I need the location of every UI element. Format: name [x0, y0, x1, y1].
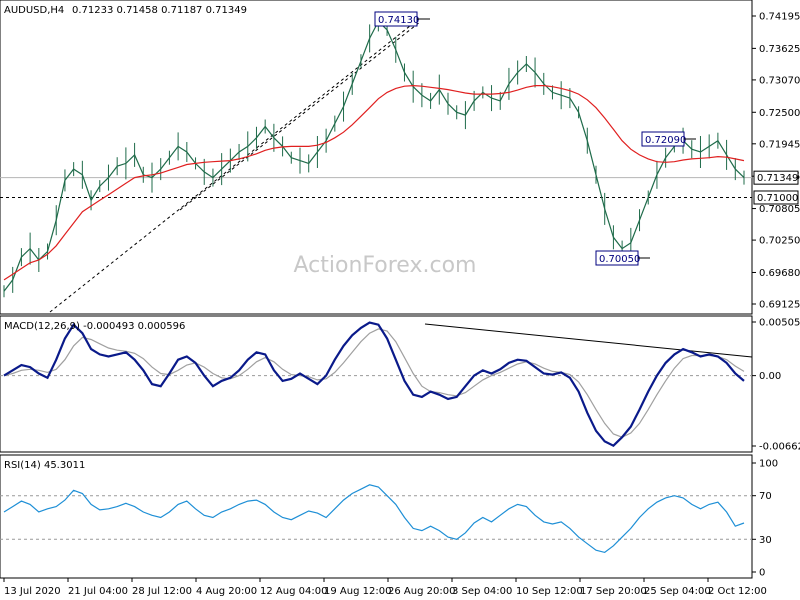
annotation-mid: 0.72090 — [641, 131, 696, 147]
price-tick-label: 0.74195 — [759, 12, 800, 23]
rsi-title: RSI(14) 45.3011 — [4, 460, 85, 471]
macd-trendline — [424, 323, 753, 358]
symbol-label: AUDUSD,H4 — [4, 5, 64, 16]
time-tick-label: 19 Aug 12:00 — [324, 586, 391, 597]
rsi-line — [3, 484, 745, 554]
time-tick-label: 4 Aug 20:00 — [196, 586, 257, 597]
svg-text:0.72090: 0.72090 — [645, 135, 686, 146]
price-tick-label: 0.71945 — [759, 139, 800, 150]
level-price-box: 0.71000 — [753, 190, 799, 205]
rsi-panel: RSI(14) 45.3011 100 70 30 0 — [0, 454, 778, 579]
macd-tick-label: -0.006629 — [759, 442, 800, 453]
svg-text:0.70050: 0.70050 — [599, 254, 640, 265]
svg-text:0.71000: 0.71000 — [757, 193, 798, 204]
time-tick-label: 21 Jul 04:00 — [68, 586, 128, 597]
ohlc-label: 0.71233 0.71458 0.71187 0.71349 — [72, 5, 247, 16]
macd-title: MACD(12,26,9) -0.000493 0.000596 — [4, 321, 185, 332]
price-tick-label: 0.69125 — [759, 300, 800, 311]
time-tick-label: 3 Sep 04:00 — [452, 586, 512, 597]
time-x-axis: 13 Jul 2020 21 Jul 04:00 28 Jul 12:00 4 Aug… — [3, 578, 767, 597]
macd-y-axis: 0.005052 0.00 -0.006629 — [752, 318, 800, 453]
rsi-tick-label: 100 — [759, 459, 778, 470]
time-tick-label: 12 Aug 04:00 — [260, 586, 327, 597]
price-series — [3, 20, 745, 292]
rsi-tick-label: 0 — [759, 568, 765, 579]
macd-panel-frame — [0, 315, 753, 453]
price-tick-label: 0.72500 — [759, 108, 800, 119]
macd-panel: MACD(12,26,9) -0.000493 0.000596 0.00505… — [0, 315, 800, 453]
rsi-tick-label: 70 — [759, 491, 772, 502]
time-tick-label: 26 Aug 20:00 — [388, 586, 455, 597]
watermark: ActionForex.com — [294, 253, 477, 278]
moving-average-line — [3, 84, 745, 281]
price-tick-label: 0.70250 — [759, 236, 800, 247]
annotation-low: 0.70050 — [595, 250, 650, 266]
svg-text:0.74130: 0.74130 — [378, 15, 419, 26]
macd-tick-label: 0.005052 — [759, 318, 800, 329]
price-tick-label: 0.73625 — [759, 44, 800, 55]
macd-signal-line — [3, 328, 745, 438]
time-tick-label: 25 Sep 04:00 — [644, 586, 711, 597]
price-y-axis: 0.74195 0.73625 0.73070 0.72500 0.71945 0.713… — [752, 12, 800, 311]
macd-tick-label: 0.00 — [759, 371, 781, 382]
rsi-panel-frame — [0, 454, 753, 579]
annotation-high: 0.74130 — [374, 11, 430, 27]
current-price-box: 0.71349 — [753, 170, 799, 185]
time-tick-label: 28 Jul 12:00 — [132, 586, 192, 597]
time-tick-label: 10 Sep 12:00 — [516, 586, 583, 597]
time-tick-label: 2 Oct 12:00 — [708, 586, 767, 597]
price-tick-label: 0.73070 — [759, 75, 800, 86]
price-panel: ActionForex.com 0.74130 0.72090 0.70050 … — [0, 0, 800, 315]
rsi-y-axis: 100 70 30 0 — [752, 459, 778, 579]
time-tick-label: 17 Sep 20:00 — [580, 586, 647, 597]
price-panel-frame — [0, 0, 753, 315]
price-tick-label: 0.69680 — [759, 268, 800, 279]
candle-ticks — [3, 11, 745, 298]
trend-channel-upper — [49, 17, 421, 313]
svg-text:0.71349: 0.71349 — [757, 173, 798, 184]
trend-channel-lower — [179, 21, 421, 211]
time-tick-label: 13 Jul 2020 — [4, 586, 61, 597]
macd-line — [3, 321, 745, 448]
price-tick-label: 0.70805 — [759, 204, 800, 215]
rsi-tick-label: 30 — [759, 535, 772, 546]
